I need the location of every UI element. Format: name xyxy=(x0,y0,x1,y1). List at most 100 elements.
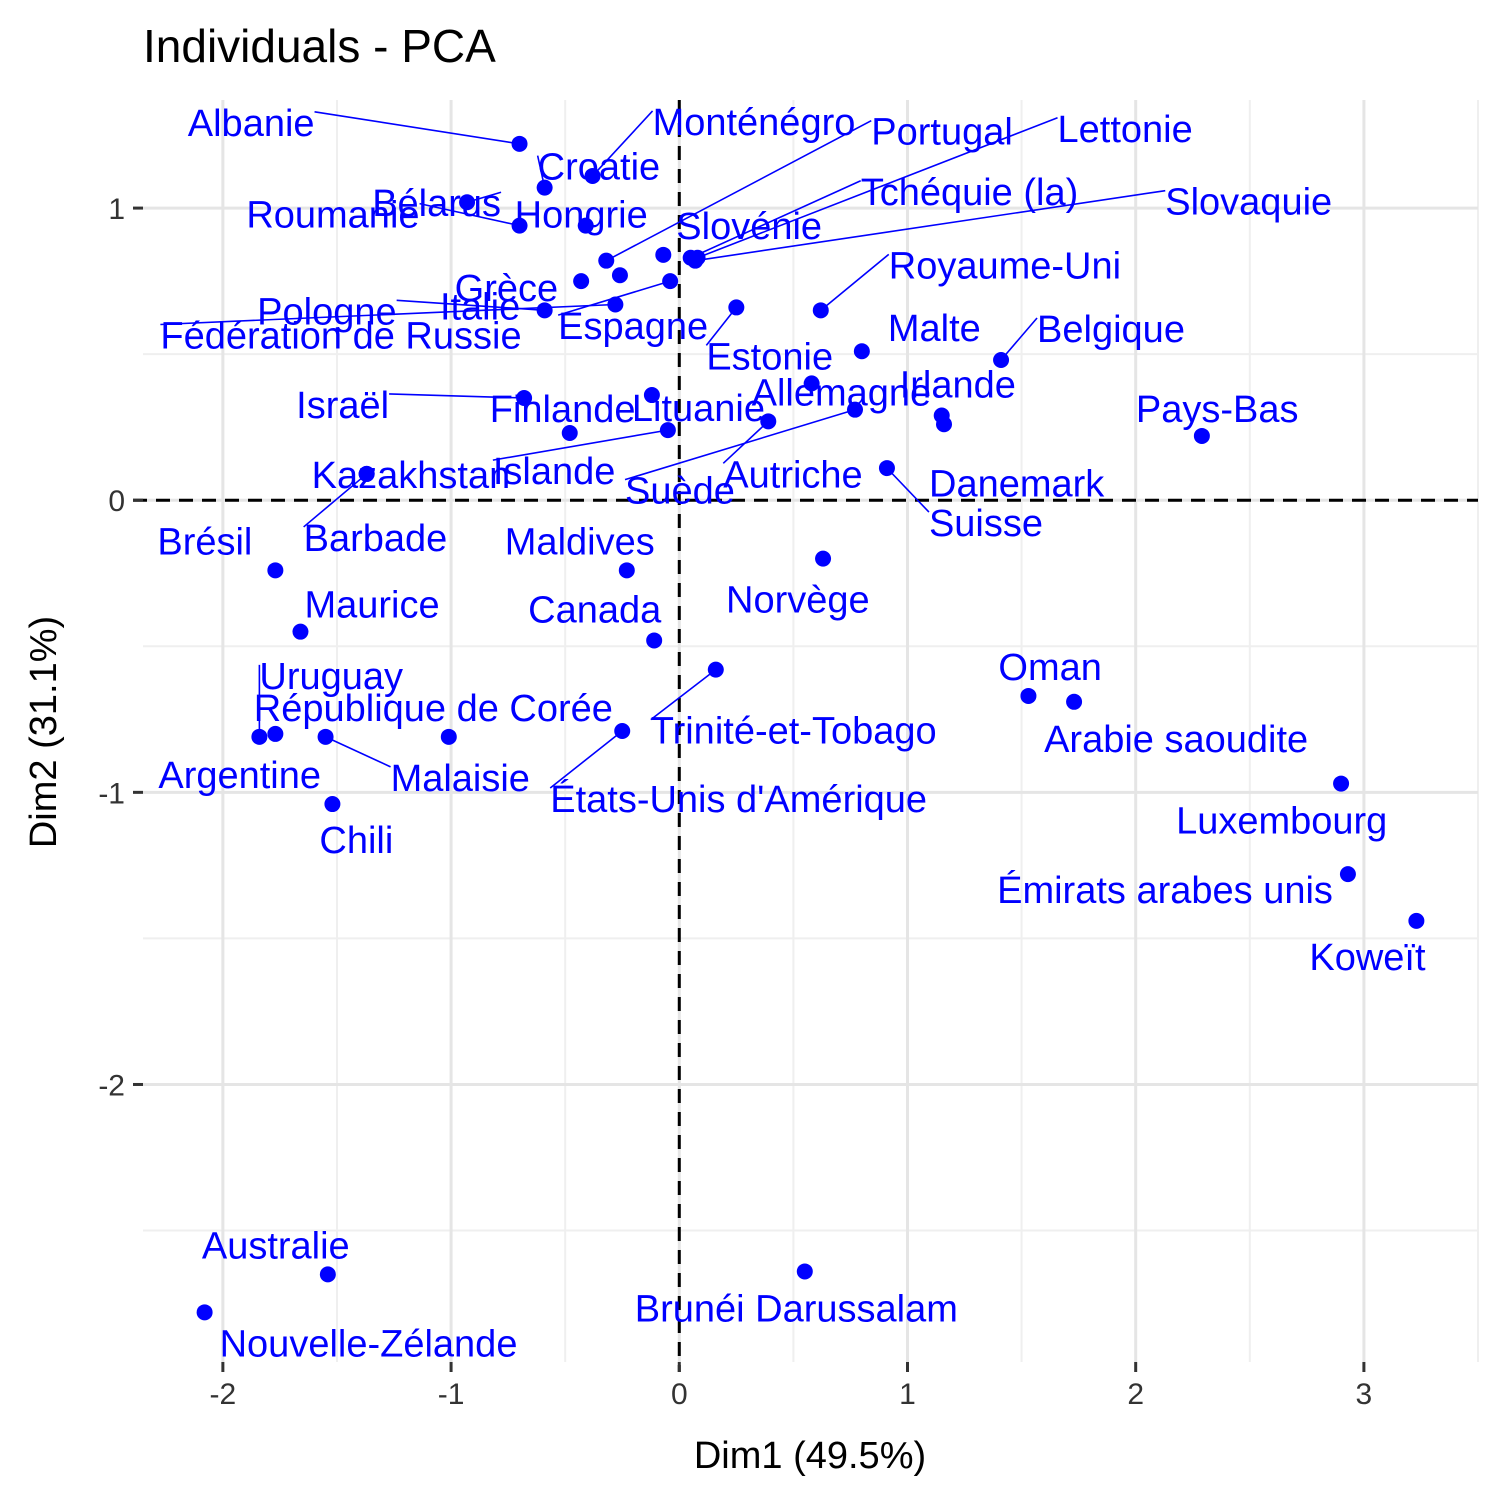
point-label: Uruguay xyxy=(259,656,403,698)
point-label: Belgique xyxy=(1037,309,1185,351)
point-label: Koweït xyxy=(1309,937,1426,979)
data-point xyxy=(584,167,601,184)
data-point xyxy=(573,273,590,290)
data-point xyxy=(292,623,309,640)
data-point xyxy=(643,387,660,404)
label-leader-line xyxy=(690,180,862,259)
data-point xyxy=(655,246,672,263)
data-points xyxy=(196,135,1425,1321)
label-leader-line xyxy=(549,730,623,789)
label-leader-line xyxy=(419,202,520,227)
point-label: Nouvelle-Zélande xyxy=(220,1323,518,1365)
data-point xyxy=(598,252,615,269)
axes: -2 -1 0 1 2 3 -2 -1 0 1 xyxy=(98,193,1372,1411)
x-tick-label: -2 xyxy=(210,1378,237,1411)
data-point xyxy=(687,252,704,269)
x-tick-label: 1 xyxy=(899,1378,916,1411)
data-point xyxy=(1339,866,1356,883)
data-point xyxy=(760,413,777,430)
point-label: Émirats arabes unis xyxy=(997,869,1333,912)
point-label: Norvège xyxy=(726,580,870,622)
point-label: Lettonie xyxy=(1058,109,1193,151)
point-label: Luxembourg xyxy=(1176,801,1387,843)
point-label: Monténégro xyxy=(653,102,856,144)
data-point xyxy=(511,217,528,234)
point-label: Italie xyxy=(440,286,520,328)
point-label: Roumanie xyxy=(246,195,419,237)
data-point xyxy=(728,299,745,316)
label-leader-line xyxy=(389,393,525,399)
label-leader-line xyxy=(314,111,520,145)
data-point xyxy=(1020,687,1037,704)
data-point xyxy=(618,562,635,579)
point-label: Islande xyxy=(493,451,616,493)
point-label: Finlande xyxy=(490,389,636,431)
label-leader-line xyxy=(886,467,930,513)
point-label: Portugal xyxy=(871,112,1013,154)
point-label: Suède xyxy=(625,471,735,513)
point-label: Espagne xyxy=(558,306,708,348)
data-point xyxy=(251,728,268,745)
point-label: Croatie xyxy=(538,147,661,189)
reference-lines xyxy=(133,100,1478,1372)
x-tick-label: -1 xyxy=(438,1378,465,1411)
point-label: Tchéquie (la) xyxy=(861,172,1079,214)
x-tick-label: 0 xyxy=(671,1378,688,1411)
data-point xyxy=(319,1266,336,1283)
data-point xyxy=(267,725,284,742)
point-label: République de Corée xyxy=(254,688,613,730)
point-label: Malte xyxy=(888,308,981,350)
label-leader-line xyxy=(303,473,368,528)
point-label: Maldives xyxy=(505,521,655,563)
data-point xyxy=(936,416,952,433)
data-point xyxy=(662,273,679,290)
point-label: Albanie xyxy=(188,103,315,145)
y-tick-label: -1 xyxy=(98,777,125,810)
point-label: Oman xyxy=(998,647,1101,689)
point-label: Argentine xyxy=(158,755,321,797)
data-point xyxy=(607,296,624,313)
y-tick-label: -2 xyxy=(98,1069,125,1102)
data-point xyxy=(459,194,476,211)
data-point xyxy=(1408,912,1425,929)
data-point xyxy=(847,401,863,418)
data-point xyxy=(611,267,628,284)
label-leader-line xyxy=(705,306,737,346)
point-label: États-Unis d'Amérique xyxy=(550,778,927,821)
point-label: Bélarus xyxy=(372,183,501,225)
point-label: Israël xyxy=(296,385,389,427)
data-point xyxy=(646,632,663,649)
y-axis-title: Dim2 (31.1%) xyxy=(23,616,65,848)
point-label: Barbade xyxy=(304,518,448,560)
point-label: Estonie xyxy=(706,336,833,378)
data-point xyxy=(796,1263,813,1280)
point-label: Fédération de Russie xyxy=(160,315,521,357)
label-leader-line xyxy=(820,253,890,311)
data-point xyxy=(358,465,375,482)
label-leader-line xyxy=(650,669,717,721)
data-point xyxy=(440,728,457,745)
label-leader-line xyxy=(1000,317,1038,361)
point-label: Danemark xyxy=(929,463,1105,505)
data-point xyxy=(707,661,724,678)
point-label: Canada xyxy=(528,589,662,631)
point-label: Autriche xyxy=(723,454,862,496)
point-label: Irlande xyxy=(900,365,1016,407)
point-label: Pologne xyxy=(257,291,396,333)
point-label: Brésil xyxy=(157,521,252,563)
point-label: Chili xyxy=(319,820,393,862)
point-label: Hongrie xyxy=(515,195,648,237)
data-point xyxy=(536,179,553,196)
data-point xyxy=(196,1304,213,1321)
data-point xyxy=(511,135,528,152)
data-point xyxy=(815,550,832,567)
y-tick-label: 1 xyxy=(108,193,125,226)
point-label: Allemagne xyxy=(752,372,932,414)
label-leader-line xyxy=(624,408,856,481)
label-leader-line xyxy=(605,119,872,262)
point-label: Kazakhstan xyxy=(312,455,511,497)
point-label: Royaume-Uni xyxy=(889,245,1121,287)
point-label: Arabie saoudite xyxy=(1044,719,1308,761)
